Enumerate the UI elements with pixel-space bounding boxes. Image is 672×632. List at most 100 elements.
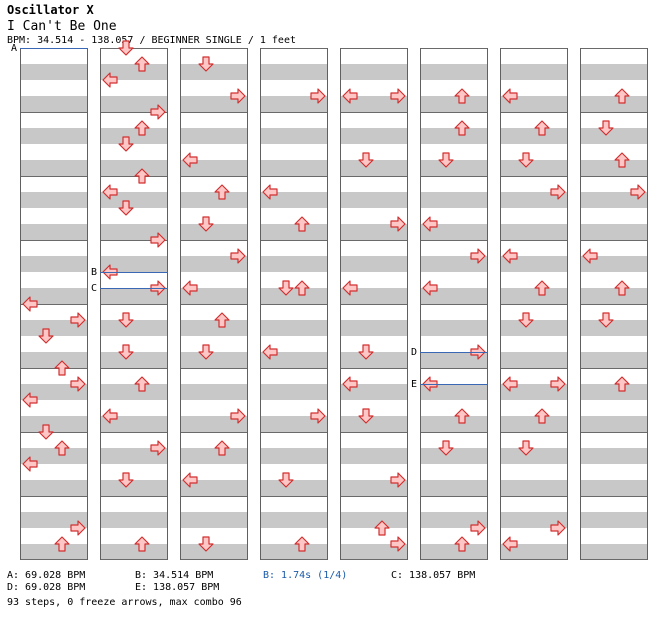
measure-line [261, 240, 327, 241]
bpm-change-label: A [11, 43, 18, 54]
arrow-up-icon [134, 56, 150, 72]
measure-line [421, 304, 487, 305]
bpm-change-line [20, 48, 88, 49]
arrow-up-icon [614, 376, 630, 392]
measure-line [581, 48, 647, 49]
chart-column [580, 48, 648, 560]
arrow-down-icon [118, 472, 134, 488]
measure-line [341, 176, 407, 177]
beat-band [501, 480, 567, 496]
measure-line [101, 48, 167, 49]
footer-bpm-e: E: 138.057 BPM [135, 582, 220, 593]
measure-line [341, 432, 407, 433]
beat-band [261, 352, 327, 368]
footer-bpm-c: C: 138.057 BPM [391, 570, 476, 581]
beat-band [421, 512, 487, 528]
measure-line [261, 368, 327, 369]
beat-band [421, 320, 487, 336]
beat-band [341, 256, 407, 272]
beat-band [581, 480, 647, 496]
bpm-change-label: E [411, 379, 418, 390]
arrow-down-icon [358, 152, 374, 168]
beat-band [581, 512, 647, 528]
arrow-left-icon [342, 280, 358, 296]
beat-band [101, 448, 167, 464]
beat-band [181, 352, 247, 368]
beat-band [501, 544, 567, 560]
arrow-right-icon [310, 408, 326, 424]
beat-band [501, 416, 567, 432]
beat-band [501, 384, 567, 400]
beat-band [181, 256, 247, 272]
beat-band [421, 160, 487, 176]
arrow-up-icon [534, 280, 550, 296]
measure-line [421, 176, 487, 177]
arrow-right-icon [230, 408, 246, 424]
beat-band [261, 64, 327, 80]
beat-band [501, 160, 567, 176]
bpm-change-line [420, 352, 488, 353]
measure-line [21, 368, 87, 369]
arrow-right-icon [390, 216, 406, 232]
arrow-left-icon [102, 184, 118, 200]
beat-band [101, 128, 167, 144]
beat-band [421, 544, 487, 560]
beat-band [181, 128, 247, 144]
measure-line [501, 559, 567, 560]
beat-band [21, 512, 87, 528]
measure-line [581, 368, 647, 369]
arrow-left-icon [582, 248, 598, 264]
arrow-down-icon [358, 344, 374, 360]
beat-band [21, 352, 87, 368]
measure-line [501, 48, 567, 49]
beat-band [581, 96, 647, 112]
measure-line [181, 304, 247, 305]
beat-band [501, 128, 567, 144]
beat-band [261, 512, 327, 528]
arrow-up-icon [134, 536, 150, 552]
beat-band [101, 64, 167, 80]
beat-band [261, 160, 327, 176]
arrow-down-icon [118, 312, 134, 328]
bpm-change-label: C [91, 283, 98, 294]
arrow-left-icon [22, 392, 38, 408]
beat-band [581, 128, 647, 144]
arrow-up-icon [454, 408, 470, 424]
arrow-up-icon [134, 168, 150, 184]
beat-band [421, 192, 487, 208]
bpm-change-label: B [91, 267, 98, 278]
beat-band [101, 416, 167, 432]
measure-line [261, 48, 327, 49]
arrow-down-icon [518, 440, 534, 456]
arrow-left-icon [102, 408, 118, 424]
arrow-down-icon [198, 216, 214, 232]
arrow-left-icon [502, 88, 518, 104]
measure-line [341, 559, 407, 560]
measure-line [21, 176, 87, 177]
beat-band [261, 384, 327, 400]
beat-band [421, 448, 487, 464]
arrow-right-icon [550, 184, 566, 200]
beat-band [581, 192, 647, 208]
measure-line [501, 368, 567, 369]
arrow-up-icon [614, 280, 630, 296]
measure-line [421, 432, 487, 433]
arrow-right-icon [230, 88, 246, 104]
arrow-down-icon [198, 344, 214, 360]
arrow-down-icon [198, 536, 214, 552]
beat-band [581, 224, 647, 240]
measure-line [261, 559, 327, 560]
arrow-left-icon [22, 296, 38, 312]
arrow-left-icon [22, 456, 38, 472]
beat-band [501, 96, 567, 112]
arrow-left-icon [182, 280, 198, 296]
beat-band [341, 416, 407, 432]
arrow-down-icon [38, 328, 54, 344]
measure-line [501, 112, 567, 113]
beat-band [181, 384, 247, 400]
beat-band [341, 320, 407, 336]
beat-band [21, 160, 87, 176]
arrow-down-icon [278, 280, 294, 296]
beat-band [341, 160, 407, 176]
measure-line [261, 176, 327, 177]
